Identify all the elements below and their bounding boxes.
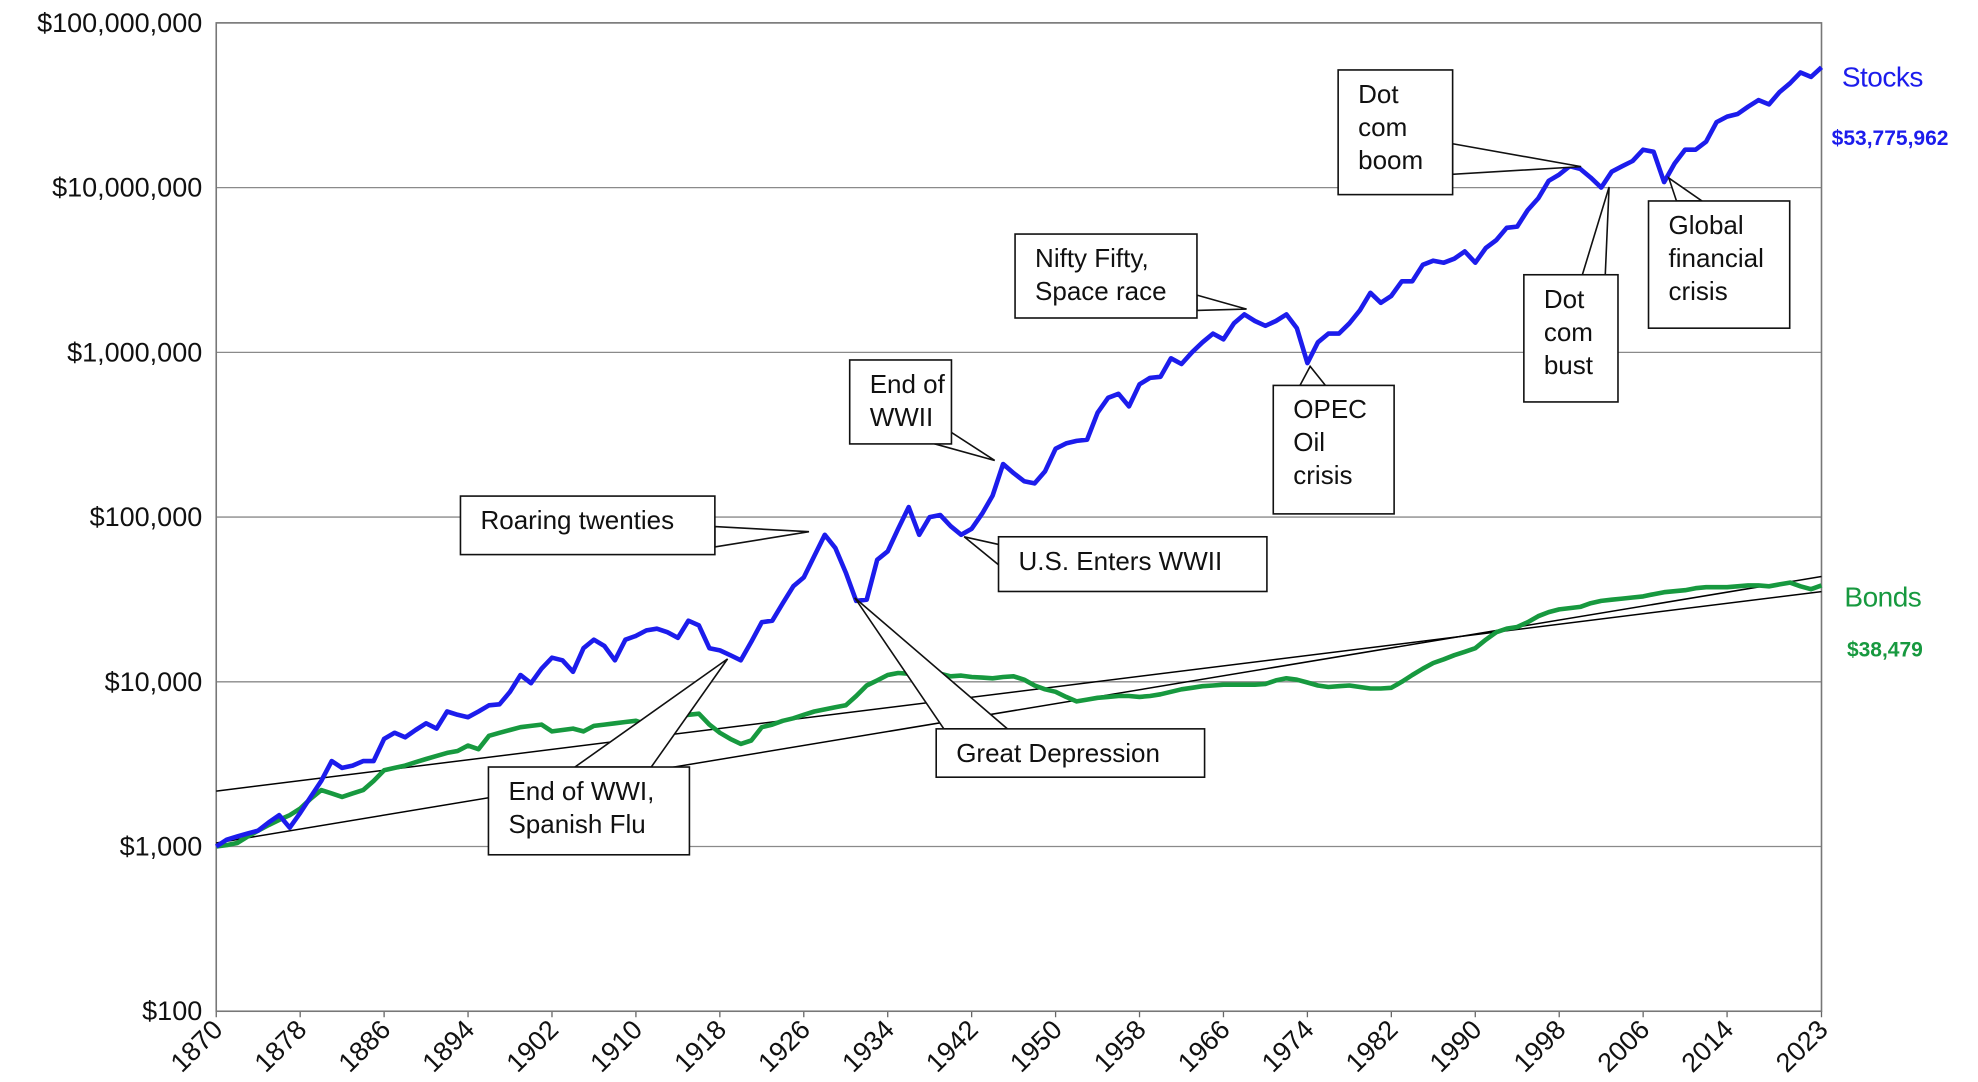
callout: [1647, 176, 1791, 329]
x-tick-label: 1998: [1508, 1014, 1572, 1078]
annotation-text: Global financial crisis: [1668, 209, 1764, 306]
annotation: U.S. Enters WWII: [1019, 545, 1273, 578]
x-tick-label: 1894: [417, 1014, 481, 1078]
y-tick-label: $1,000,000: [67, 337, 202, 367]
x-tick-label: 1942: [920, 1014, 984, 1078]
x-tick-label: 1982: [1340, 1014, 1404, 1078]
callout-pointer: [1581, 186, 1610, 276]
annotation-text: U.S. Enters WWII: [1018, 545, 1223, 576]
callout-box: [935, 728, 1206, 778]
callout-pointer: [963, 536, 1000, 567]
series-name: Stocks: [1842, 61, 1923, 92]
x-tick-label: 1886: [333, 1014, 397, 1078]
callout-box: [1014, 233, 1198, 319]
annotation: OPEC Oil crisis: [1293, 393, 1382, 492]
callout: [459, 495, 810, 556]
callout-pointer: [572, 658, 729, 768]
annotation: Great Depression: [956, 737, 1210, 770]
y-tick-label: $1,000: [120, 832, 203, 862]
series-line: [214, 65, 1824, 849]
trend-line: [216, 575, 1822, 844]
y-tick-label: $100: [142, 996, 202, 1026]
y-tick-label: $10,000: [105, 667, 203, 697]
callout-box: [997, 535, 1268, 593]
x-tick-label: 1910: [584, 1014, 648, 1078]
x-tick-label: 1950: [1004, 1014, 1068, 1078]
x-tick-label: 1934: [836, 1014, 900, 1078]
callout-pointer: [1298, 364, 1328, 387]
series-end-value: $38,479: [1847, 638, 1923, 661]
callout: [1523, 186, 1619, 403]
callout-box: [1272, 384, 1395, 515]
annotation: Global financial crisis: [1669, 209, 1777, 308]
callout: [848, 359, 996, 462]
annotation-text: Great Depression: [956, 737, 1160, 768]
x-tick-label: 1918: [668, 1014, 732, 1078]
x-tick-label: 1966: [1172, 1014, 1236, 1078]
annotation: Nifty Fifty, Space race: [1035, 242, 1177, 308]
callout-box: [1337, 69, 1454, 196]
callout: [1337, 69, 1582, 196]
x-tick-label: 1990: [1424, 1014, 1488, 1078]
callout: [1272, 364, 1395, 515]
annotation-text: End of WWI, Spanish Flu: [508, 776, 655, 840]
series-line: [215, 580, 1823, 849]
x-tick-label: 2014: [1676, 1014, 1740, 1078]
x-tick-label: 1926: [752, 1014, 816, 1078]
annotation-text: Dot com bust: [1543, 283, 1593, 380]
x-tick-label: 1878: [249, 1014, 313, 1078]
plot-frame: [215, 22, 1823, 1013]
callout-box: [487, 766, 691, 856]
callout: [1014, 233, 1247, 319]
x-tick-label: 1974: [1256, 1014, 1320, 1078]
annotation-text: Dot com boom: [1358, 78, 1424, 175]
y-tick-label: $100,000: [90, 502, 203, 532]
annotation: End of WWI, Spanish Flu: [508, 775, 667, 841]
annotation: Roaring twenties: [480, 504, 734, 537]
series-name: Bonds: [1844, 582, 1921, 613]
annotation-text: OPEC Oil crisis: [1293, 394, 1367, 491]
x-tick-label: 1902: [501, 1014, 565, 1078]
x-tick-label: 1958: [1088, 1014, 1152, 1078]
callout: [963, 535, 1268, 593]
callout-box: [848, 359, 953, 445]
annotation: Dot com boom: [1358, 78, 1434, 177]
callout-pointer: [1196, 294, 1247, 312]
callout-pointer: [1667, 176, 1705, 202]
trend-line: [216, 590, 1822, 792]
callout-box: [1647, 200, 1791, 329]
annotation: Dot com bust: [1544, 283, 1620, 382]
y-tick-label: $100,000,000: [37, 8, 202, 38]
annotation-text: Nifty Fifty, Space race: [1035, 243, 1167, 307]
callout-box: [1523, 273, 1619, 403]
annotation-text: End of WWII: [869, 368, 945, 432]
callout-box: [459, 495, 716, 556]
annotation: End of WWII: [870, 368, 949, 434]
x-tick-label: 2006: [1592, 1014, 1656, 1078]
callout: [854, 597, 1206, 778]
callout: [487, 658, 729, 856]
annotation-text: Roaring twenties: [480, 505, 675, 536]
x-tick-label: 2023: [1770, 1014, 1834, 1078]
series-end-value: $53,775,962: [1832, 127, 1949, 150]
y-tick-label: $10,000,000: [52, 173, 202, 203]
